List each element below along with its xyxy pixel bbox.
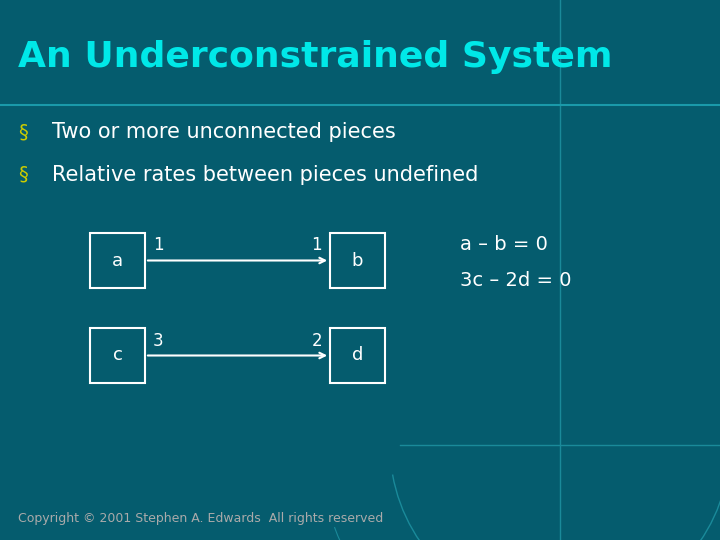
Text: 1: 1 bbox=[311, 237, 322, 254]
Text: a – b = 0: a – b = 0 bbox=[460, 235, 548, 254]
Text: 1: 1 bbox=[153, 237, 163, 254]
Text: b: b bbox=[352, 252, 364, 269]
Bar bbox=[330, 328, 385, 383]
Text: d: d bbox=[352, 347, 363, 364]
Text: a: a bbox=[112, 252, 123, 269]
Text: 3c – 2d = 0: 3c – 2d = 0 bbox=[460, 271, 572, 289]
Text: §: § bbox=[18, 165, 28, 184]
Text: §: § bbox=[18, 122, 28, 141]
Bar bbox=[330, 233, 385, 288]
Text: c: c bbox=[112, 347, 122, 364]
Text: 2: 2 bbox=[311, 332, 322, 349]
Text: Copyright © 2001 Stephen A. Edwards  All rights reserved: Copyright © 2001 Stephen A. Edwards All … bbox=[18, 512, 383, 525]
Bar bbox=[90, 233, 145, 288]
Bar bbox=[90, 328, 145, 383]
Text: Two or more unconnected pieces: Two or more unconnected pieces bbox=[52, 122, 396, 142]
Text: 3: 3 bbox=[153, 332, 163, 349]
Text: An Underconstrained System: An Underconstrained System bbox=[18, 40, 613, 74]
Text: Relative rates between pieces undefined: Relative rates between pieces undefined bbox=[52, 165, 478, 185]
